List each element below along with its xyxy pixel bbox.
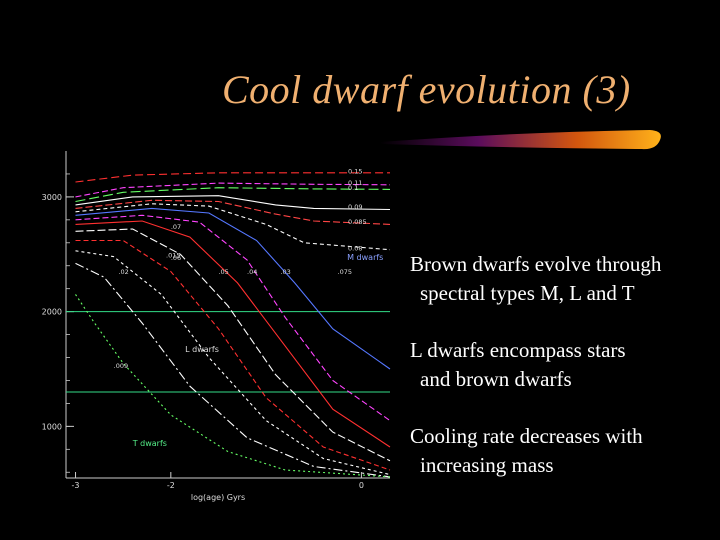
mass-label: .04 [247,268,257,276]
series-line [75,207,391,370]
slide-title: Cool dwarf evolution (3) [222,67,631,112]
bullet-line: and brown dwarfs [420,367,572,391]
mass-label: .05 [218,268,228,276]
mass-label: 0.1 [348,184,358,192]
mass-label: 0.15 [348,168,362,176]
series-line [75,182,391,198]
mass-label: 0.08 [348,244,362,252]
series-line [75,239,391,471]
series-line [75,220,391,448]
series-line [75,250,391,476]
bullet-line: increasing mass [420,453,554,477]
region-label: M dwarfs [347,253,383,262]
y-tick-label: 3000 [42,193,62,202]
y-tick-label: 1000 [42,422,62,431]
x-tick-label: -2 [167,481,175,490]
mass-label: 0.09 [348,203,362,211]
mass-label: .07 [171,223,181,231]
series-line [75,262,391,478]
series-line [75,172,390,183]
mass-label: .06 [171,254,181,262]
series-line [75,195,391,211]
bullet-item: L dwarfs encompass stars and brown dwarf… [410,336,715,394]
bullet-list: Brown dwarfs evolve through spectral typ… [410,250,715,508]
series-line [75,214,391,422]
bullet-line: Cooling rate decreases with [410,424,643,448]
bullet-line: Brown dwarfs evolve through [410,252,662,276]
region-label: T dwarfs [132,439,167,448]
series-line [75,187,391,203]
mass-label: .075 [338,268,352,276]
bullet-line: spectral types M, L and T [420,281,635,305]
mass-label: .015 [166,252,180,260]
mass-label: 0.11 [348,179,362,187]
bullet-item: Brown dwarfs evolve through spectral typ… [410,250,715,308]
bullet-line: L dwarfs encompass stars [410,338,626,362]
series-line [75,203,391,251]
series-line [75,199,391,225]
mass-label: .009 [114,362,128,370]
mass-label: 0.085 [348,218,367,226]
series-line [75,294,391,478]
x-axis-label: log(age) Gyrs [191,493,245,502]
x-tick-label: 0 [359,481,364,490]
title-swoosh-decoration [380,130,661,150]
mass-label: .02 [118,268,128,276]
bullet-item: Cooling rate decreases with increasing m… [410,422,715,480]
y-tick-label: 2000 [42,308,62,317]
region-label: L dwarfs [185,345,219,354]
mass-label: .03 [280,268,290,276]
series-line [75,228,391,462]
x-tick-label: -3 [72,481,80,490]
